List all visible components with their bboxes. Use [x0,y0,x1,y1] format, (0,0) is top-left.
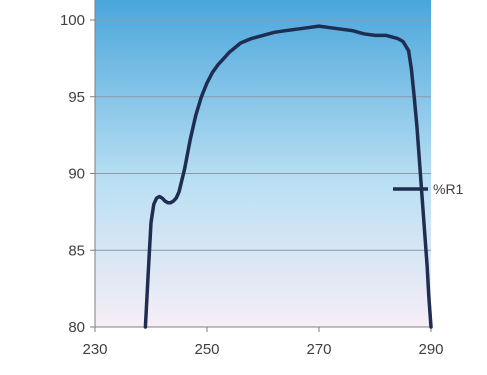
plot-background [95,0,431,327]
series [143,24,433,329]
x-tick-label-250: 250 [194,341,219,358]
x-tick-label-290: 290 [418,341,443,358]
legend: %R1 [393,181,464,197]
y-tick-label-90: 90 [68,166,85,183]
legend-label-0: %R1 [433,181,464,197]
x-tick-label-270: 270 [306,341,331,358]
grid-lines [95,19,431,251]
y-tick-label-100: 100 [60,12,85,29]
tick-labels: 80 85 90 95 100 230 250 270 290 [60,12,444,358]
y-tick-label-80: 80 [68,319,85,336]
series-line-0 [143,24,433,329]
y-tick-label-85: 85 [68,242,85,259]
axes [90,0,432,332]
x-tick-label-230: 230 [82,341,107,358]
y-tick-label-95: 95 [68,89,85,106]
